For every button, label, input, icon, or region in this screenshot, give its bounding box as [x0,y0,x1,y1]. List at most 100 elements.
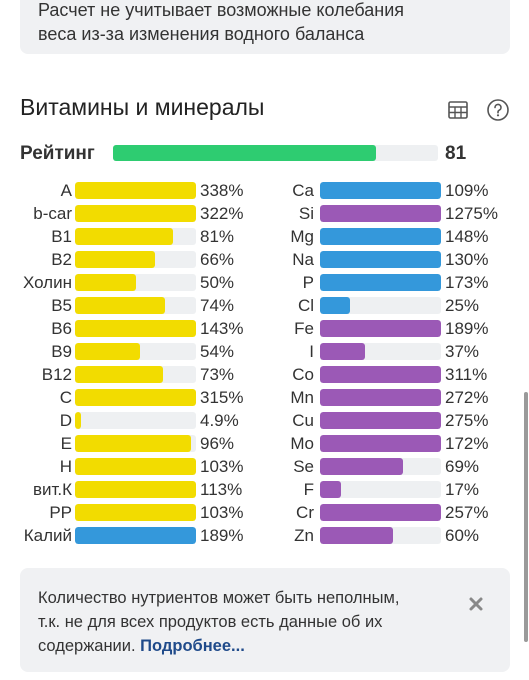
nutrient-bar-fill [320,504,441,521]
rating-bar [113,145,438,161]
note-text: содержании. [38,637,136,655]
nutrient-bar [75,412,196,429]
nutrient-bar [320,205,441,222]
nutrient-bar-fill [320,389,441,406]
incomplete-data-note: Количество нутриентов может быть неполны… [20,568,510,672]
nutrient-percent: 25% [445,296,480,315]
nutrient-bar [75,182,196,199]
nutrient-percent: 66% [200,250,235,269]
note-line: т.к. не для всех продуктов есть данные о… [38,613,383,631]
rating-label: Рейтинг [20,143,95,164]
nutrient-label: Mo [290,434,314,453]
nutrient-percent: 103% [200,457,244,476]
note-line: содержании. Подробнее... [38,634,492,658]
nutrient-bar-fill [75,527,196,544]
nutrient-percent: 143% [200,319,244,338]
nutrient-bar-fill [320,297,351,314]
close-icon[interactable] [468,596,484,612]
nutrient-bar [320,343,441,360]
water-balance-note: Расчет не учитывает возможные колебания … [20,0,510,54]
nutrient-percent: 148% [445,227,489,246]
nutrient-label: E [60,434,72,453]
nutrient-percent: 173% [445,273,489,292]
nutrient-percent: 272% [445,388,489,407]
nutrient-label: Se [293,457,314,476]
nutrient-percent: 4.9% [200,411,239,430]
nutrient-bar [75,343,196,360]
nutrient-percent: 37% [445,342,480,361]
nutrient-percent: 109% [445,181,489,200]
nutrient-label: b-car [33,204,72,223]
nutrient-bar-fill [75,504,196,521]
nutrient-label: F [303,480,314,499]
nutrient-bar [75,274,196,291]
nutrient-label: I [309,342,314,361]
nutrient-percent: 275% [445,411,489,430]
nutrient-bar-fill [75,297,165,314]
section-title: Витамины и минералы [20,94,265,120]
nutrient-label: Co [292,365,314,384]
nutrient-percent: 257% [445,503,489,522]
nutrient-bar-fill [75,182,196,199]
nutrient-bar-fill [320,458,404,475]
nutrient-percent: 74% [200,296,235,315]
nutrient-percent: 50% [200,273,235,292]
nutrient-percent: 73% [200,365,235,384]
nutrient-percent: 96% [200,434,235,453]
nutrient-bar-fill [75,481,196,498]
nutrient-percent: 69% [445,457,480,476]
nutrient-bar [320,504,441,521]
nutrient-bar-fill [75,228,173,245]
nutrient-label: PP [49,503,72,522]
table-icon[interactable] [446,98,470,122]
nutrient-bar-fill [320,435,441,452]
nutrient-bar-fill [75,435,192,452]
nutrient-bar [75,228,196,245]
nutrient-bar-fill [320,527,393,544]
nutrient-bar [320,458,441,475]
help-icon[interactable] [486,98,510,122]
nutrient-label: Mn [290,388,314,407]
nutrient-percent: 338% [200,181,244,200]
nutrient-bar [75,435,196,452]
section-icons [446,98,510,122]
rating-value: 81 [445,143,467,164]
nutrient-label: B5 [51,296,72,315]
nutrient-label: Fe [294,319,314,338]
nutrient-label: Zn [294,526,314,545]
nutrient-bar [75,527,196,544]
nutrient-percent: 1275% [445,204,498,223]
nutrient-bar [320,251,441,268]
nutrient-percent: 189% [445,319,489,338]
nutrient-bar-fill [320,366,441,383]
nutrient-bar-fill [320,182,441,199]
nutrient-bar [75,504,196,521]
nutrient-bar-fill [75,343,141,360]
nutrient-bar [75,366,196,383]
nutrient-label: C [59,388,72,407]
nutrient-bar [320,228,441,245]
nutrient-label: B6 [51,319,72,338]
nutrient-percent: 81% [200,227,235,246]
nutrient-label: B9 [51,342,72,361]
nutrient-bar [75,458,196,475]
nutrient-percent: 189% [200,526,244,545]
nutrient-label: H [59,457,72,476]
nutrient-bar [320,389,441,406]
nutrient-label: B12 [41,365,72,384]
more-link[interactable]: Подробнее... [140,637,245,655]
nutrient-label: вит.К [32,480,72,499]
nutrient-percent: 322% [200,204,244,223]
nutrient-label: Cr [296,503,314,522]
nutrient-bar [320,366,441,383]
nutrient-label: Cu [292,411,314,430]
nutrient-percent: 315% [200,388,244,407]
nutrient-bar-fill [75,205,196,222]
nutrient-label: Холин [22,273,72,292]
nutrient-bar-fill [75,366,164,383]
nutrient-label: Cl [297,296,314,315]
scrollbar[interactable] [524,392,528,642]
nutrient-label: B2 [51,250,72,269]
nutrient-bar-fill [320,320,441,337]
nutrient-label: P [302,273,314,292]
